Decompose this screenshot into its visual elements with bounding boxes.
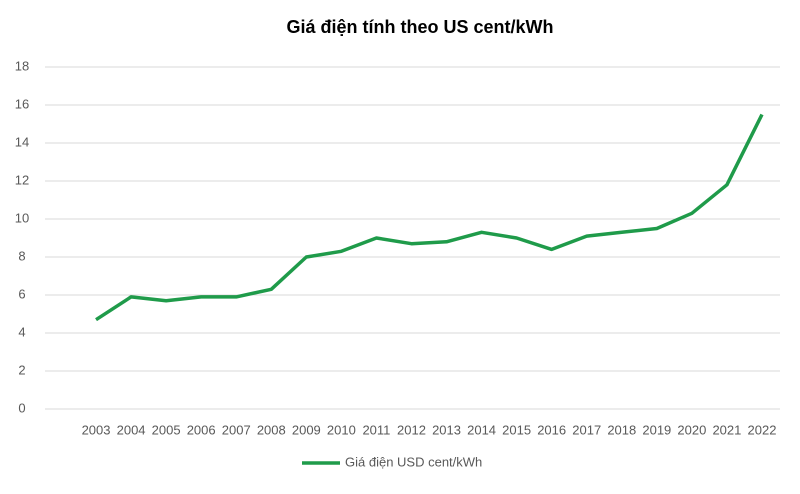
- y-tick-label: 6: [18, 286, 25, 301]
- x-tick-label: 2016: [537, 422, 566, 437]
- y-tick-label: 18: [15, 58, 29, 73]
- y-tick-label: 10: [15, 210, 29, 225]
- x-tick-label: 2010: [327, 422, 356, 437]
- x-tick-label: 2004: [117, 422, 146, 437]
- x-tick-label: 2005: [152, 422, 181, 437]
- x-tick-label: 2014: [467, 422, 496, 437]
- x-tick-label: 2018: [607, 422, 636, 437]
- y-tick-label: 12: [15, 172, 29, 187]
- legend-label: Giá điện USD cent/kWh: [345, 454, 482, 469]
- x-tick-label: 2020: [677, 422, 706, 437]
- y-tick-label: 8: [18, 248, 25, 263]
- x-tick-label: 2008: [257, 422, 286, 437]
- x-tick-label: 2017: [572, 422, 601, 437]
- x-tick-label: 2012: [397, 422, 426, 437]
- x-tick-label: 2006: [187, 422, 216, 437]
- y-tick-label: 4: [18, 324, 25, 339]
- x-tick-label: 2003: [82, 422, 111, 437]
- x-tick-label: 2007: [222, 422, 251, 437]
- x-tick-label: 2011: [362, 422, 390, 437]
- y-tick-label: 16: [15, 96, 29, 111]
- x-tick-label: 2022: [748, 422, 777, 437]
- y-tick-label: 2: [18, 362, 25, 377]
- x-tick-label: 2009: [292, 422, 321, 437]
- x-tick-label: 2015: [502, 422, 531, 437]
- x-tick-label: 2019: [642, 422, 671, 437]
- x-tick-label: 2013: [432, 422, 461, 437]
- x-tick-label: 2021: [712, 422, 741, 437]
- y-tick-label: 14: [15, 134, 29, 149]
- y-tick-label: 0: [18, 400, 25, 415]
- line: [95, 113, 764, 322]
- chart-title: Giá điện tính theo US cent/kWh: [286, 17, 553, 37]
